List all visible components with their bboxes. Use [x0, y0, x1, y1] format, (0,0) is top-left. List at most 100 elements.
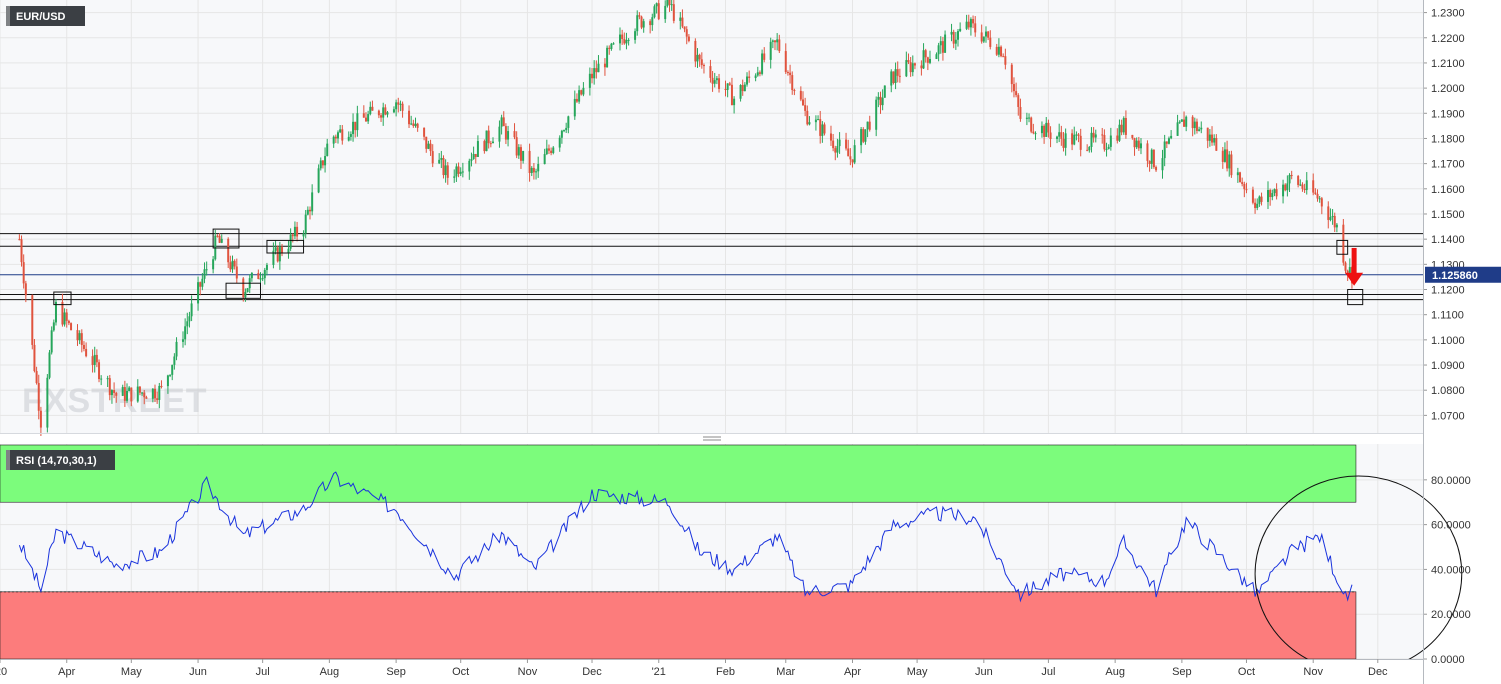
candle [954, 31, 957, 50]
rsi-tick-label: 80.0000 [1431, 475, 1471, 487]
candle [1183, 111, 1186, 127]
candle-body [37, 383, 40, 411]
highlight-box[interactable] [1336, 239, 1349, 255]
candle [39, 406, 42, 436]
candle [483, 139, 486, 154]
highlight-box[interactable] [1347, 289, 1364, 306]
candle-body [233, 260, 236, 267]
candle [670, 0, 673, 11]
candle [1243, 181, 1246, 198]
candle [31, 294, 34, 350]
candle [130, 387, 133, 407]
candle [597, 55, 600, 73]
candle [1120, 119, 1123, 136]
candle-body [1290, 174, 1293, 177]
candle-body [121, 387, 124, 396]
candle [791, 71, 794, 95]
candle [1266, 181, 1269, 210]
rsi-oversold-zone [0, 591, 1357, 660]
candle [987, 30, 990, 41]
candle-body [636, 15, 639, 32]
candle [392, 106, 395, 114]
candle [1161, 149, 1164, 179]
candle-body [1178, 121, 1181, 123]
candle [218, 233, 221, 244]
candle-body [1314, 192, 1317, 194]
candle [784, 43, 787, 74]
candle [212, 255, 215, 274]
candle [939, 36, 942, 54]
candle [909, 57, 912, 77]
candle-body [1260, 196, 1263, 202]
candle [606, 45, 609, 68]
candle [545, 139, 548, 156]
candle [35, 366, 38, 385]
panel-resize-handle[interactable] [703, 436, 721, 441]
candle [274, 240, 277, 255]
candle [1137, 136, 1140, 151]
rsi-overbought-zone [0, 444, 1357, 503]
candle [1109, 127, 1112, 151]
candle [944, 30, 947, 53]
candle [640, 15, 643, 30]
candle [754, 73, 757, 82]
candle-body [814, 119, 817, 123]
candle-body [265, 264, 268, 270]
candle [33, 339, 36, 373]
candle-body [728, 83, 731, 85]
candle-body [1301, 184, 1304, 189]
candle-body [287, 248, 290, 254]
candle-body [190, 303, 193, 317]
candle [1290, 170, 1293, 180]
candle [414, 117, 417, 128]
candle [642, 18, 645, 33]
candle-body [369, 106, 372, 115]
candle-body [31, 295, 34, 345]
candle-body [1193, 121, 1196, 129]
candle-body [748, 76, 751, 78]
candle [296, 221, 299, 242]
candle [567, 115, 570, 134]
candle-body [634, 31, 637, 40]
candle-body [698, 54, 701, 60]
rsi-tick-label: 20.0000 [1431, 609, 1471, 621]
candle-body [606, 47, 609, 68]
candle [1047, 119, 1050, 138]
candle-body [989, 37, 992, 47]
candle-body [1176, 122, 1179, 136]
candle [1344, 261, 1347, 274]
candle-body [868, 121, 871, 130]
candle [416, 122, 419, 132]
highlight-box[interactable] [212, 228, 240, 249]
candle [1152, 149, 1155, 169]
highlight-box[interactable] [266, 239, 305, 254]
candle [166, 374, 169, 394]
candle-body [877, 96, 880, 100]
candle-body [431, 151, 434, 164]
candle-body [580, 90, 583, 95]
candle-body [560, 130, 563, 138]
highlight-box[interactable] [53, 291, 72, 306]
x-tick-label: Nov [518, 666, 538, 678]
candle [1303, 183, 1306, 193]
candle [560, 129, 563, 144]
candle-body [332, 136, 335, 144]
candle [771, 39, 774, 49]
candle [1139, 138, 1142, 155]
candle [18, 234, 21, 241]
candle [892, 71, 895, 85]
highlight-box[interactable] [225, 282, 261, 299]
candle [160, 380, 163, 389]
x-tick-label: Nov [1303, 666, 1323, 678]
candle [1116, 128, 1119, 144]
candle [319, 157, 322, 171]
candle-body [20, 239, 23, 263]
candle-body [1344, 262, 1347, 271]
candle-body [22, 262, 25, 284]
candle-body [444, 165, 447, 176]
x-tick-label: Apr [58, 666, 75, 678]
candle-body [808, 122, 811, 125]
down-arrow[interactable] [1345, 247, 1364, 286]
candle [1122, 116, 1125, 135]
candle-body [229, 262, 232, 270]
